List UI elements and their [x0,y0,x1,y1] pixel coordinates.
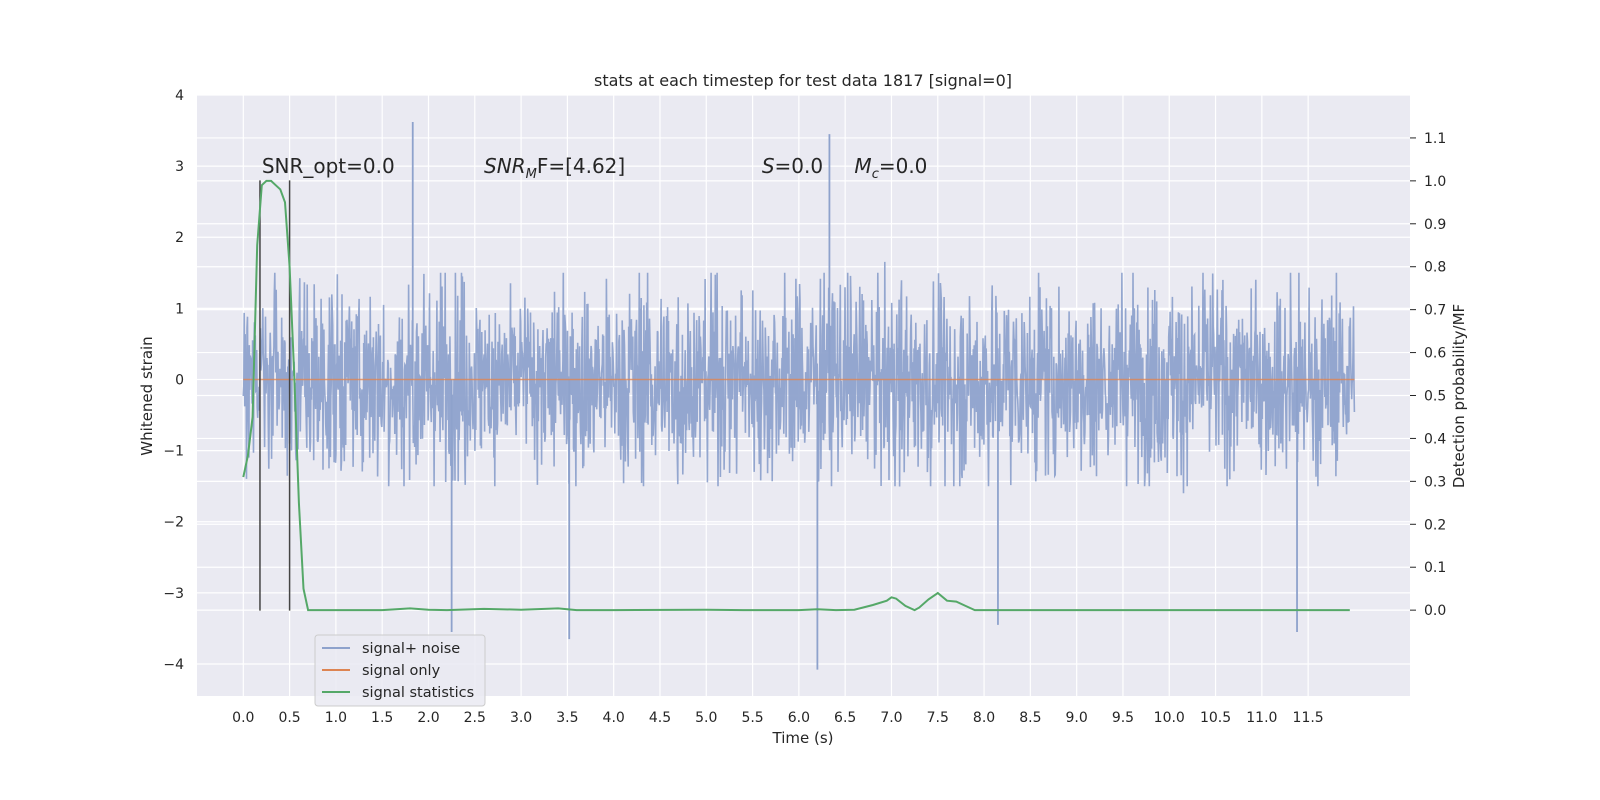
annotation-sub: M [526,167,537,182]
legend-box [314,634,486,707]
y-tick-label: 0 [175,372,184,388]
x-tick-label: 6.0 [788,710,810,726]
y2-tick-label: 0.4 [1424,431,1446,447]
y-axis-label: Whitened strain [138,336,156,455]
x-tick-label: 0.5 [278,710,300,726]
series-signal-statistics [242,179,1350,612]
annotation-sub: c [872,167,879,182]
x-tick-label: 4.0 [603,710,625,726]
series-signal-noise [242,122,1356,670]
annotation-base: SNR [484,154,526,178]
x-tick-label: 10.0 [1154,710,1185,726]
annotation-mc-val: Mc=0.0 [854,154,927,182]
x-tick-label: 1.5 [371,710,393,726]
x-tick-label: 7.5 [927,710,949,726]
x-tick-label: 9.5 [1112,710,1134,726]
x-tick-label: 5.0 [695,710,717,726]
y2-tick-label: 0.8 [1424,260,1446,276]
y-tick-label: −1 [163,444,184,460]
y2-tick-label: 0.7 [1424,303,1446,319]
annotation-base: S [762,154,775,178]
y2-tick-label: 0.9 [1424,217,1446,233]
x-tick-label: 11.5 [1293,710,1324,726]
y-tick-label: −3 [163,586,184,602]
x-tick-label: 2.5 [464,710,486,726]
legend: signal+ noise signal only signal statistic… [314,634,486,707]
y-tick-label: 1 [175,301,184,317]
y-tick-label: −2 [163,515,184,531]
y-axis-ticks: −4 −3 −2 −1 0 1 2 3 4 [163,88,184,673]
signal-statistics-line [242,179,1350,612]
y-tick-label: 4 [175,88,184,104]
y2-tick-label: 0.2 [1424,517,1446,533]
chart-title: stats at each timestep for test data 181… [594,71,1012,90]
x-axis-label: Time (s) [772,729,834,747]
y2-tick-label: 1.1 [1424,131,1446,147]
annotation-snr-mf: SNRMF=[4.62] [484,154,625,182]
annotation-rest: =0.0 [775,154,824,178]
y2-tick-label: 0.1 [1424,560,1446,576]
x-tick-label: 11.0 [1246,710,1277,726]
annotation-rest: F=[4.62] [537,154,625,178]
y2-axis-label: Detection probability/MF [1450,304,1468,488]
x-tick-label: 7.0 [880,710,902,726]
x-tick-label: 3.5 [556,710,578,726]
x-tick-label: 3.0 [510,710,532,726]
legend-label: signal+ noise [362,641,460,657]
annotation-s-val: S=0.0 [762,154,823,178]
x-tick-label: 4.5 [649,710,671,726]
legend-label: signal only [362,663,441,679]
x-tick-label: 1.0 [325,710,347,726]
x-tick-label: 6.5 [834,710,856,726]
y-tick-label: 2 [175,230,184,246]
y-tick-label: 3 [175,159,184,175]
signal-noise-trace [242,261,1356,494]
annotation-base: M [854,154,871,178]
y2-tick-label: 1.0 [1424,174,1446,190]
x-tick-label: 8.5 [1019,710,1041,726]
x-tick-label: 9.0 [1066,710,1088,726]
x-tick-label: 5.5 [741,710,763,726]
x-tick-label: 2.0 [417,710,439,726]
y2-tick-label: 0.0 [1424,603,1446,619]
x-tick-label: 10.5 [1200,710,1231,726]
annotations: SNR_opt=0.0 SNRMF=[4.62] S=0.0 Mc=0.0 [262,154,928,182]
y-tick-label: −4 [163,657,184,673]
y2-tick-label: 0.5 [1424,389,1446,405]
x-axis-ticks: 0.0 0.5 1.0 1.5 2.0 2.5 3.0 3.5 4.0 4.5 5.0 5.5 6.0 6… [232,710,1324,726]
annotation-rest: =0.0 [879,154,928,178]
y2-axis-ticks: 0.0 0.1 0.2 0.3 0.4 0.5 0.6 0.7 0.8 0.9 1.0 1.1 [1410,131,1446,619]
y2-tick-label: 0.6 [1424,346,1446,362]
annotation-snr-opt: SNR_opt=0.0 [262,154,395,178]
legend-label: signal statistics [362,685,474,701]
x-tick-label: 8.0 [973,710,995,726]
x-tick-label: 0.0 [232,710,254,726]
y2-tick-label: 0.3 [1424,474,1446,490]
vertical-markers [259,180,291,611]
